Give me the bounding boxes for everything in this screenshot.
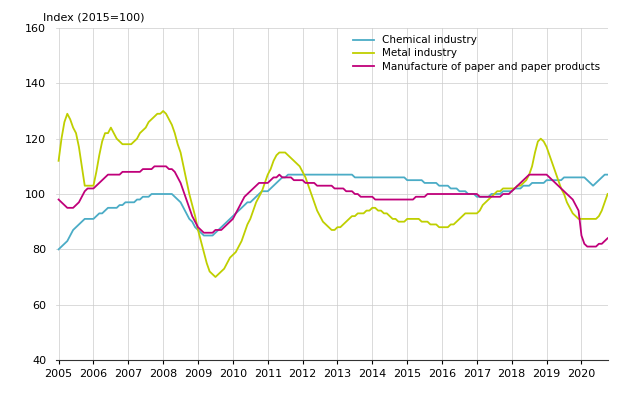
Manufacture of paper and paper products [55,197,62,202]
Metal industry [211,274,219,279]
Metal industry [226,255,234,260]
Manufacture of paper and paper products [215,228,222,232]
Metal industry [55,158,62,163]
Chemical industry [334,172,341,177]
Chemical industry [221,222,228,227]
Line: Metal industry: Metal industry [58,111,608,277]
Manufacture of paper and paper products [223,222,231,227]
Metal industry [113,136,120,141]
Manufacture of paper and paper products [334,186,341,191]
Manufacture of paper and paper products [308,180,315,185]
Text: Index (2015=100): Index (2015=100) [43,12,145,22]
Chemical industry [604,172,611,177]
Chemical industry [113,206,120,210]
Chemical industry [55,247,62,252]
Chemical industry [211,230,219,235]
Manufacture of paper and paper products [151,164,158,169]
Metal industry [185,192,193,196]
Manufacture of paper and paper products [185,206,193,210]
Manufacture of paper and paper products [604,236,611,241]
Legend: Chemical industry, Metal industry, Manufacture of paper and paper products: Chemical industry, Metal industry, Manuf… [349,31,604,76]
Metal industry [311,200,318,205]
Chemical industry [183,211,190,216]
Chemical industry [285,172,292,177]
Manufacture of paper and paper products [113,172,120,177]
Metal industry [218,269,225,274]
Line: Manufacture of paper and paper products: Manufacture of paper and paper products [58,166,608,246]
Metal industry [337,225,344,230]
Metal industry [604,192,611,196]
Line: Chemical industry: Chemical industry [58,175,608,249]
Chemical industry [308,172,315,177]
Manufacture of paper and paper products [583,244,591,249]
Metal industry [159,108,167,114]
